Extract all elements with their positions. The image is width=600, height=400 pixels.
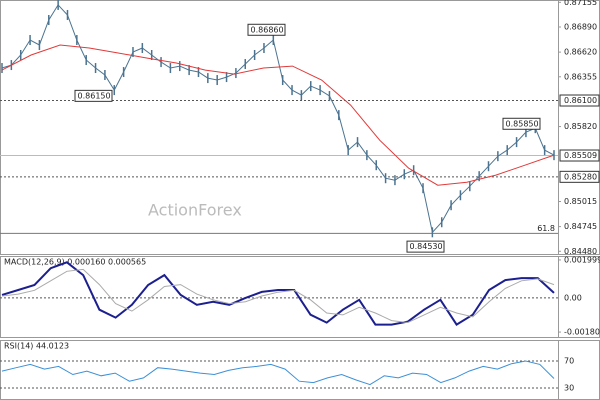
level-box bbox=[559, 149, 600, 162]
panel-title: MACD(12,26,9) 0.000160 0.000565 bbox=[4, 258, 146, 267]
annotation-label: 0.84530 bbox=[410, 242, 443, 251]
annotation-box bbox=[247, 23, 286, 36]
level-label: 0.00 bbox=[564, 293, 582, 302]
level-label: 0.85509 bbox=[564, 151, 597, 160]
series-line bbox=[1, 4, 555, 234]
annotation-box bbox=[406, 240, 445, 253]
level-label: 0.85280 bbox=[564, 172, 597, 181]
annotation-box bbox=[74, 89, 113, 102]
y-tick-label: 0.86355 bbox=[564, 72, 597, 81]
panel-title: RSI(14) 44.0123 bbox=[4, 342, 69, 351]
y-tick-label: 0.84480 bbox=[564, 247, 597, 256]
series-line bbox=[1, 44, 555, 186]
annotation-label: 0.86150 bbox=[78, 91, 111, 100]
level-box bbox=[559, 94, 600, 107]
y-tick-label: 0.001999 bbox=[564, 255, 600, 264]
level-box bbox=[559, 170, 600, 183]
y-tick-label: 0.84745 bbox=[564, 222, 597, 231]
y-tick-label: 0.85015 bbox=[564, 197, 597, 206]
y-tick-label: 0.87155 bbox=[564, 0, 597, 7]
series-line bbox=[1, 268, 555, 324]
fib-label: 61.8 bbox=[537, 224, 555, 233]
y-tick-label: -0.001803 bbox=[564, 328, 600, 337]
y-tick-label: 0.86620 bbox=[564, 48, 597, 57]
annotation-label: 0.86860 bbox=[251, 25, 284, 34]
annotation-box bbox=[502, 117, 541, 130]
level-label: 70 bbox=[564, 356, 574, 365]
level-label: 0.86100 bbox=[564, 96, 597, 105]
y-tick-label: 0.85820 bbox=[564, 122, 597, 131]
watermark: ActionForex bbox=[148, 201, 242, 220]
level-label: 30 bbox=[564, 383, 574, 392]
series-line bbox=[1, 261, 555, 326]
series-line bbox=[1, 360, 555, 386]
annotation-label: 0.85850 bbox=[506, 119, 539, 128]
y-tick-label: 0.86890 bbox=[564, 22, 597, 31]
